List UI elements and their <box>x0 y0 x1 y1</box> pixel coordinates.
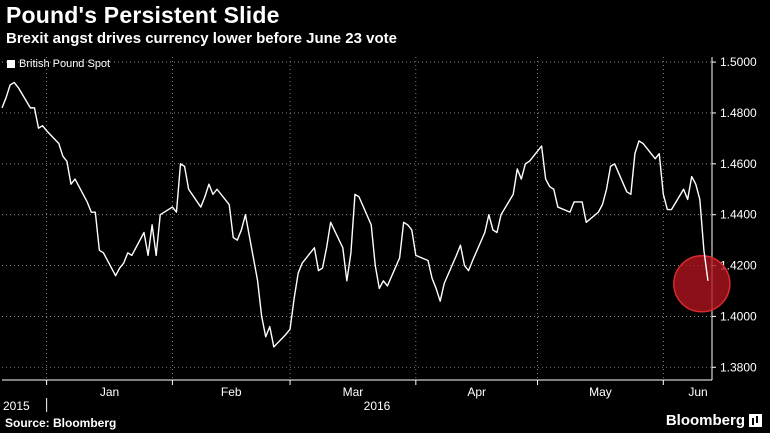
brand-name: Bloomberg <box>665 412 745 429</box>
chart-subtitle: Brexit angst drives currency lower befor… <box>6 30 397 47</box>
x-tick-label: May <box>589 385 612 399</box>
year-label: 2016 <box>364 399 391 413</box>
year-label: 2015 <box>3 399 30 413</box>
x-tick-label: Jun <box>688 385 707 399</box>
y-tick-label: 1.4600 <box>720 157 757 171</box>
x-tick-label: Mar <box>343 385 364 399</box>
y-tick-label: 1.4800 <box>720 106 757 120</box>
legend-label: British Pound Spot <box>19 58 111 70</box>
bloomberg-logo: Bloomberg <box>666 412 762 429</box>
source-note: Source: Bloomberg <box>5 416 117 430</box>
y-tick-label: 1.4000 <box>720 309 757 323</box>
x-tick-label: Feb <box>221 385 242 399</box>
legend-swatch <box>7 60 15 68</box>
y-tick-label: 1.4200 <box>720 259 757 273</box>
series-line <box>1 81 709 348</box>
highlight-circle <box>673 255 731 313</box>
chart-title: Pound's Persistent Slide <box>6 2 280 28</box>
y-tick-label: 1.5000 <box>720 55 757 69</box>
y-tick-label: 1.4400 <box>720 208 757 222</box>
y-tick-label: 1.3800 <box>720 360 757 374</box>
chart-legend: British Pound Spot <box>7 58 110 70</box>
x-tick-label: Apr <box>467 385 486 399</box>
bloomberg-terminal-icon <box>749 414 762 427</box>
x-tick-label: Jan <box>100 385 119 399</box>
